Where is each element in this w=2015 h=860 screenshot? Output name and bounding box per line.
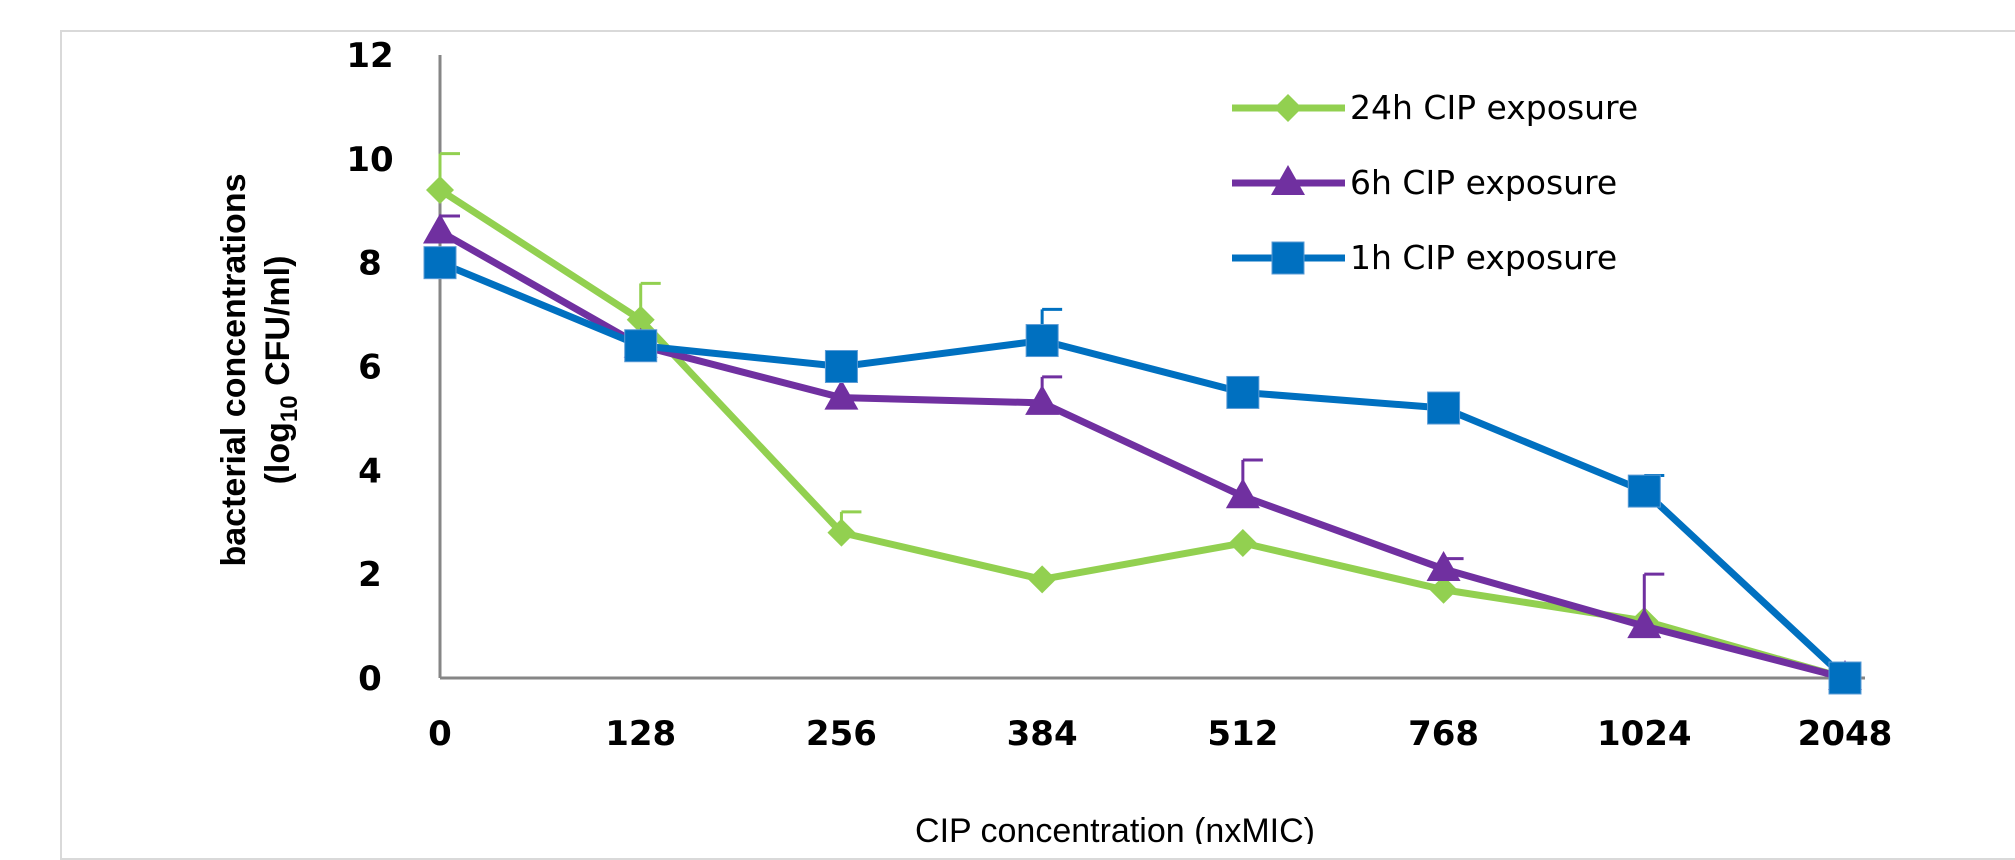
data-point <box>1274 94 1302 122</box>
y-axis-title-subscript: 10 <box>276 395 303 422</box>
y-axis-title: bacterial concentrations (log10 CFU/ml) <box>215 173 303 566</box>
data-point <box>1226 375 1260 409</box>
data-point <box>1025 324 1059 358</box>
data-point <box>1426 550 1461 581</box>
data-point <box>1228 529 1257 558</box>
legend-label: 1h CIP exposure <box>1350 238 1617 277</box>
axes: 0 2 4 6 8 10 12 0 128 256 384 512 768 1024 2048 <box>346 36 1892 754</box>
y-axis-title-prefix: (log <box>259 422 297 484</box>
data-point <box>1627 608 1662 639</box>
y-tick-label: 12 <box>346 36 393 76</box>
data-point <box>624 329 658 363</box>
chart-frame <box>60 30 2015 860</box>
y-tick-label: 4 <box>358 451 382 491</box>
legend-item: 24h CIP exposure <box>1232 88 1638 127</box>
legend: 24h CIP exposure 6h CIP exposure 1h CIP ex… <box>1232 88 1638 277</box>
y-axis-title-line2: (log10 CFU/ml) <box>259 256 303 485</box>
data-point <box>824 350 858 383</box>
series-line <box>438 259 1848 681</box>
series-layer <box>423 152 1862 695</box>
y-tick-label: 10 <box>346 140 393 180</box>
data-point <box>1271 165 1305 195</box>
x-tick-label: 1024 <box>1597 714 1692 754</box>
x-tick-label: 256 <box>806 714 877 754</box>
x-tick-label: 768 <box>1408 714 1479 754</box>
series-triangle <box>423 213 1862 690</box>
data-point <box>423 213 457 244</box>
series-square <box>423 246 1862 695</box>
x-tick-label: 0 <box>428 714 452 754</box>
y-tick-label: 6 <box>358 348 382 388</box>
y-tick-label: 2 <box>358 555 382 595</box>
series-line <box>438 187 1846 682</box>
legend-item: 6h CIP exposure <box>1232 163 1617 202</box>
y-axis-title-suffix: CFU/ml) <box>259 256 297 396</box>
x-tick-label: 512 <box>1207 714 1278 754</box>
data-point <box>1429 575 1458 604</box>
data-point <box>827 518 856 547</box>
x-tick-label: 384 <box>1007 714 1078 754</box>
data-point <box>1627 474 1661 508</box>
y-tick-label: 8 <box>358 244 382 284</box>
data-point <box>1828 661 1862 695</box>
data-point <box>824 379 859 410</box>
data-point <box>626 305 655 334</box>
legend-item: 1h CIP exposure <box>1232 238 1617 277</box>
x-tick-label: 2048 <box>1798 714 1893 754</box>
data-point <box>426 175 454 204</box>
data-point <box>1028 565 1057 594</box>
legend-label: 24h CIP exposure <box>1350 88 1638 127</box>
legend-label: 6h CIP exposure <box>1350 163 1617 202</box>
data-point <box>1225 478 1260 509</box>
data-point <box>423 246 457 280</box>
data-point <box>1271 241 1305 275</box>
y-tick-label: 0 <box>358 659 382 699</box>
series-line <box>438 228 1846 682</box>
x-axis-title: CIP concentration (nxMIC) <box>915 812 1315 844</box>
y-axis-title-line1: bacterial concentrations <box>215 173 253 566</box>
data-point <box>1025 384 1060 415</box>
x-tick-label: 128 <box>605 714 676 754</box>
data-point <box>1427 391 1461 425</box>
